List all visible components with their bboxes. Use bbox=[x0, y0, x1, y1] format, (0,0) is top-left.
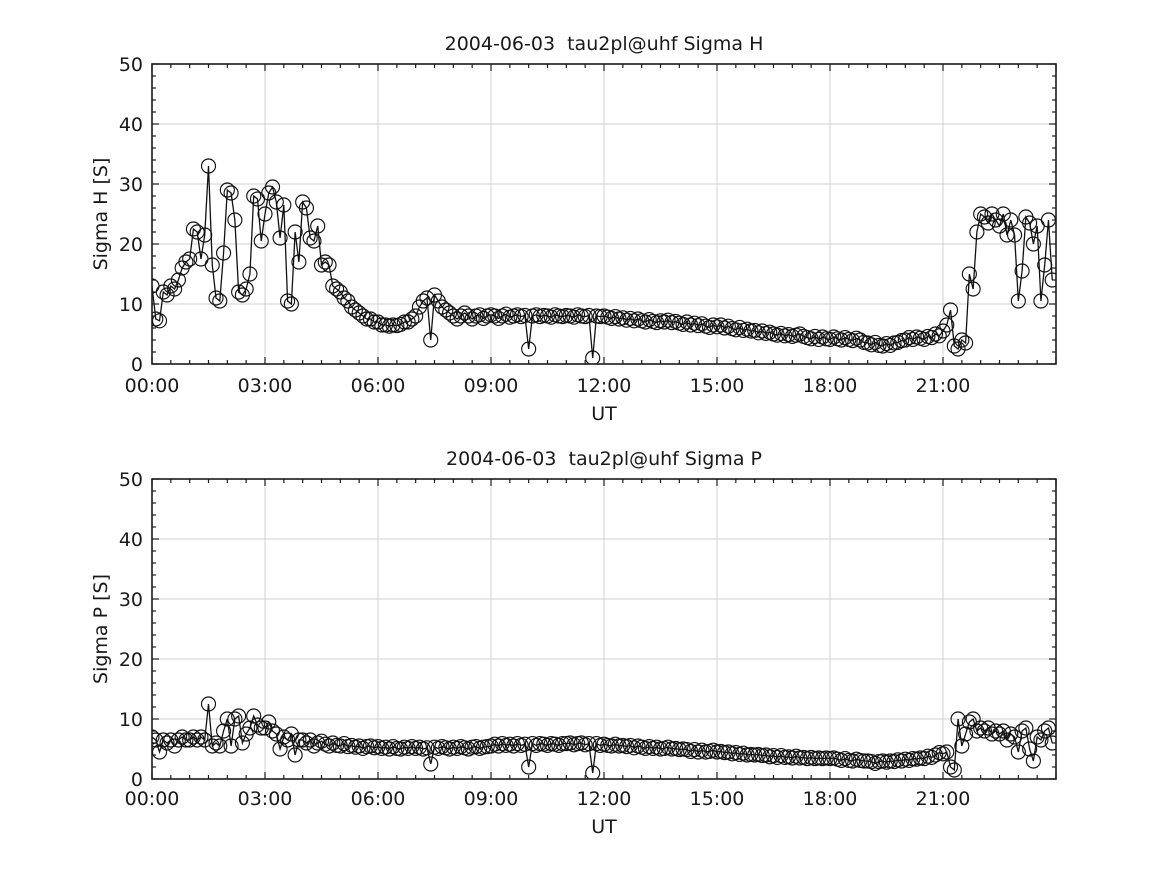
x-tick-label: 15:00 bbox=[690, 375, 745, 397]
x-tick-label: 00:00 bbox=[125, 788, 180, 810]
y-tick-label: 40 bbox=[119, 114, 143, 136]
y-tick-label: 50 bbox=[119, 54, 143, 76]
y-axis-label-sigma-h: Sigma H [S] bbox=[90, 157, 112, 271]
y-tick-label: 0 bbox=[131, 354, 143, 376]
y-tick-label: 50 bbox=[119, 469, 143, 491]
x-tick-label: 21:00 bbox=[916, 788, 971, 810]
x-tick-label: 15:00 bbox=[690, 788, 745, 810]
x-axis-label-ut-top: UT bbox=[591, 403, 617, 425]
y-tick-label: 20 bbox=[119, 234, 143, 256]
x-tick-label: 06:00 bbox=[351, 375, 406, 397]
x-tick-label: 09:00 bbox=[464, 375, 519, 397]
data-series-sigma-p bbox=[152, 696, 1056, 779]
x-tick-label: 09:00 bbox=[464, 788, 519, 810]
x-tick-label: 18:00 bbox=[803, 788, 858, 810]
x-axis-label-ut-bottom: UT bbox=[591, 816, 617, 838]
y-tick-label: 10 bbox=[119, 709, 143, 731]
y-tick-label: 40 bbox=[119, 529, 143, 551]
x-tick-label: 03:00 bbox=[238, 375, 293, 397]
chart-title-sigma-h: 2004-06-03 tau2pl@uhf Sigma H bbox=[444, 33, 764, 55]
x-tick-label: 03:00 bbox=[238, 788, 293, 810]
x-tick-label: 06:00 bbox=[351, 788, 406, 810]
y-tick-label: 0 bbox=[131, 769, 143, 791]
x-tick-label: 18:00 bbox=[803, 375, 858, 397]
chart-title-sigma-p: 2004-06-03 tau2pl@uhf Sigma P bbox=[446, 448, 762, 470]
y-tick-label: 30 bbox=[119, 589, 143, 611]
y-axis-label-sigma-p: Sigma P [S] bbox=[90, 574, 112, 684]
y-tick-label: 30 bbox=[119, 174, 143, 196]
x-tick-label: 12:00 bbox=[577, 375, 632, 397]
x-tick-label: 00:00 bbox=[125, 375, 180, 397]
x-tick-label: 12:00 bbox=[577, 788, 632, 810]
y-tick-label: 10 bbox=[119, 294, 143, 316]
data-series-sigma-h bbox=[152, 158, 1056, 364]
y-tick-label: 20 bbox=[119, 649, 143, 671]
x-tick-label: 21:00 bbox=[916, 375, 971, 397]
